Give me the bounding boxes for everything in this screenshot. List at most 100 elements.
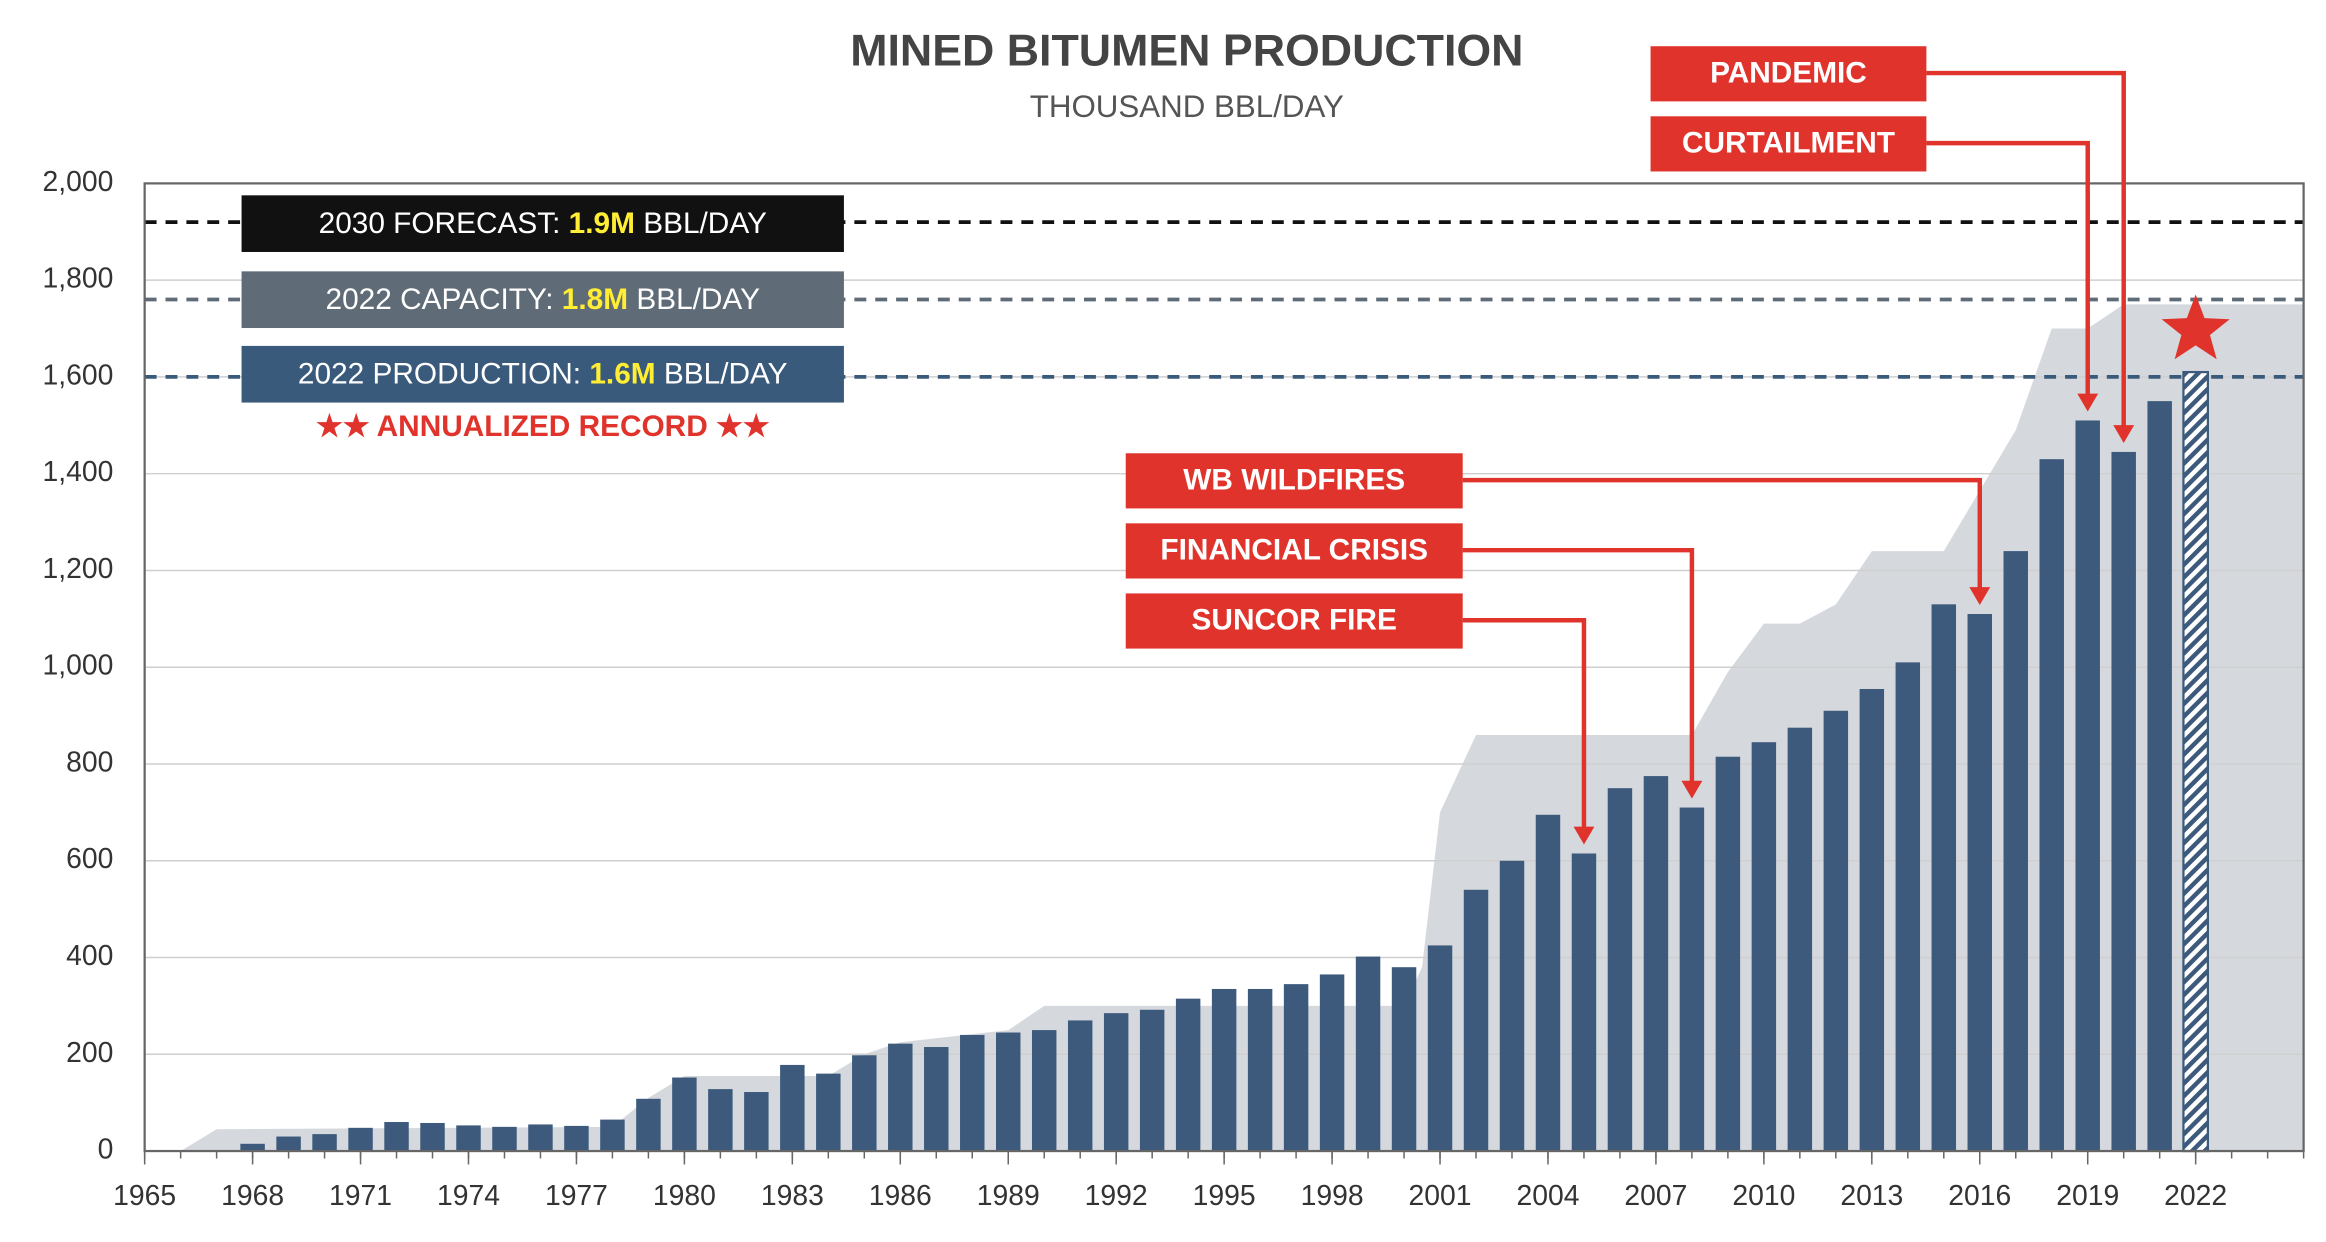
annotation-arrow <box>1462 477 1983 591</box>
record-star <box>2161 294 2230 360</box>
bar <box>816 1073 841 1152</box>
bar <box>1967 613 1993 1152</box>
bar <box>1319 974 1345 1152</box>
bar <box>672 1077 697 1152</box>
x-tick-label: 1998 <box>1301 1180 1364 1212</box>
reference-label-suffix: BBL/DAY <box>656 358 788 391</box>
bar <box>1751 742 1777 1152</box>
y-tick-label: 800 <box>66 746 113 778</box>
hatched-bar <box>2182 370 2210 1153</box>
x-tick-label: 2001 <box>1409 1180 1472 1212</box>
bar <box>2075 420 2100 1152</box>
bar <box>1067 1020 1093 1152</box>
annotation-arrow <box>1462 618 1587 830</box>
reference-label-box <box>241 271 844 329</box>
arrow-head <box>1681 780 1703 799</box>
reference-label-highlight: 1.6M <box>589 358 655 391</box>
y-tick-label: 2,000 <box>42 166 113 198</box>
bar <box>636 1098 661 1152</box>
bar <box>240 1143 265 1152</box>
x-tick-label: 2019 <box>2056 1180 2119 1212</box>
bar <box>1283 984 1309 1152</box>
bar <box>1031 1030 1057 1152</box>
bar <box>852 1055 877 1152</box>
x-tick-label: 2016 <box>1948 1180 2011 1212</box>
reference-label-box <box>241 195 844 252</box>
x-tick-label: 2007 <box>1624 1180 1687 1212</box>
reference-label-highlight: 1.8M <box>562 283 628 316</box>
annotation-box <box>1125 523 1463 579</box>
annotation-arrow <box>1926 140 2090 397</box>
annotation-arrow <box>1926 70 2126 429</box>
bar <box>888 1043 913 1152</box>
bar <box>960 1034 985 1152</box>
x-tick-label: 1989 <box>977 1180 1040 1212</box>
bar <box>1103 1013 1129 1152</box>
reference-label-suffix: BBL/DAY <box>628 283 760 316</box>
bar <box>600 1119 625 1152</box>
x-tick-label: 2022 <box>2164 1180 2227 1212</box>
annotation-arrow <box>1462 547 1695 784</box>
x-tick-label: 2013 <box>1840 1180 1903 1212</box>
bar <box>1607 788 1633 1152</box>
x-tick-label: 2010 <box>1732 1180 1795 1212</box>
bar <box>564 1125 589 1152</box>
reference-label-prefix: 2022 PRODUCTION: <box>298 358 589 391</box>
arrow-head <box>1573 826 1595 845</box>
reference-label: 2022 PRODUCTION: 1.6M BBL/DAY <box>298 358 788 391</box>
chart-title: MINED BITUMEN PRODUCTION <box>850 26 1523 75</box>
reference-label-highlight: 1.9M <box>569 207 635 240</box>
annotation-label: FINANCIAL CRISIS <box>1160 534 1428 567</box>
y-tick-label: 1,400 <box>42 456 113 488</box>
bar <box>1211 988 1237 1152</box>
x-tick-label: 1980 <box>653 1180 716 1212</box>
annotation-box <box>1125 593 1463 649</box>
reference-label: 2030 FORECAST: 1.9M BBL/DAY <box>319 207 767 240</box>
bar <box>1139 1009 1165 1152</box>
bar <box>996 1032 1021 1152</box>
y-tick-label: 600 <box>66 843 113 875</box>
x-tick-label: 1971 <box>329 1180 392 1212</box>
y-tick-label: 1,600 <box>42 359 113 391</box>
reference-label-prefix: 2030 FORECAST: <box>319 207 569 240</box>
bar <box>708 1089 733 1152</box>
reference-label-box <box>241 345 844 403</box>
bar <box>1715 756 1741 1152</box>
bar <box>2003 551 2028 1152</box>
bar <box>528 1124 553 1152</box>
y-tick-label: 200 <box>66 1037 113 1069</box>
y-tick-label: 1,800 <box>42 263 113 295</box>
bar <box>1427 945 1453 1152</box>
bar <box>1643 776 1669 1152</box>
annotation-label: SUNCOR FIRE <box>1192 604 1397 637</box>
arrow-head <box>1969 587 1991 606</box>
arrow-head <box>2077 393 2099 412</box>
bar <box>2111 451 2136 1152</box>
bar <box>1895 662 1921 1152</box>
annotation-box <box>1650 46 1927 102</box>
bar <box>2039 459 2064 1152</box>
x-tick-label: 1977 <box>545 1180 608 1212</box>
y-tick-label: 0 <box>98 1134 114 1166</box>
reference-label-prefix: 2022 CAPACITY: <box>326 283 562 316</box>
annotation-label: CURTAILMENT <box>1682 127 1895 160</box>
annotation-box <box>1125 453 1463 509</box>
bar <box>1247 988 1273 1152</box>
annotation-label: PANDEMIC <box>1710 56 1867 89</box>
annotation-label: WB WILDFIRES <box>1183 463 1405 496</box>
bar <box>780 1064 805 1152</box>
bar <box>1355 956 1381 1152</box>
bar <box>2147 401 2172 1152</box>
bar <box>492 1126 517 1152</box>
bar <box>1391 967 1417 1152</box>
reference-label-suffix: BBL/DAY <box>635 207 767 240</box>
bar <box>1859 688 1885 1152</box>
bar <box>1679 807 1705 1152</box>
y-tick-label: 400 <box>66 940 113 972</box>
bar <box>1571 853 1597 1152</box>
x-tick-label: 1974 <box>437 1180 500 1212</box>
bar <box>1175 998 1201 1152</box>
bar <box>744 1092 769 1152</box>
bar <box>1823 710 1849 1152</box>
